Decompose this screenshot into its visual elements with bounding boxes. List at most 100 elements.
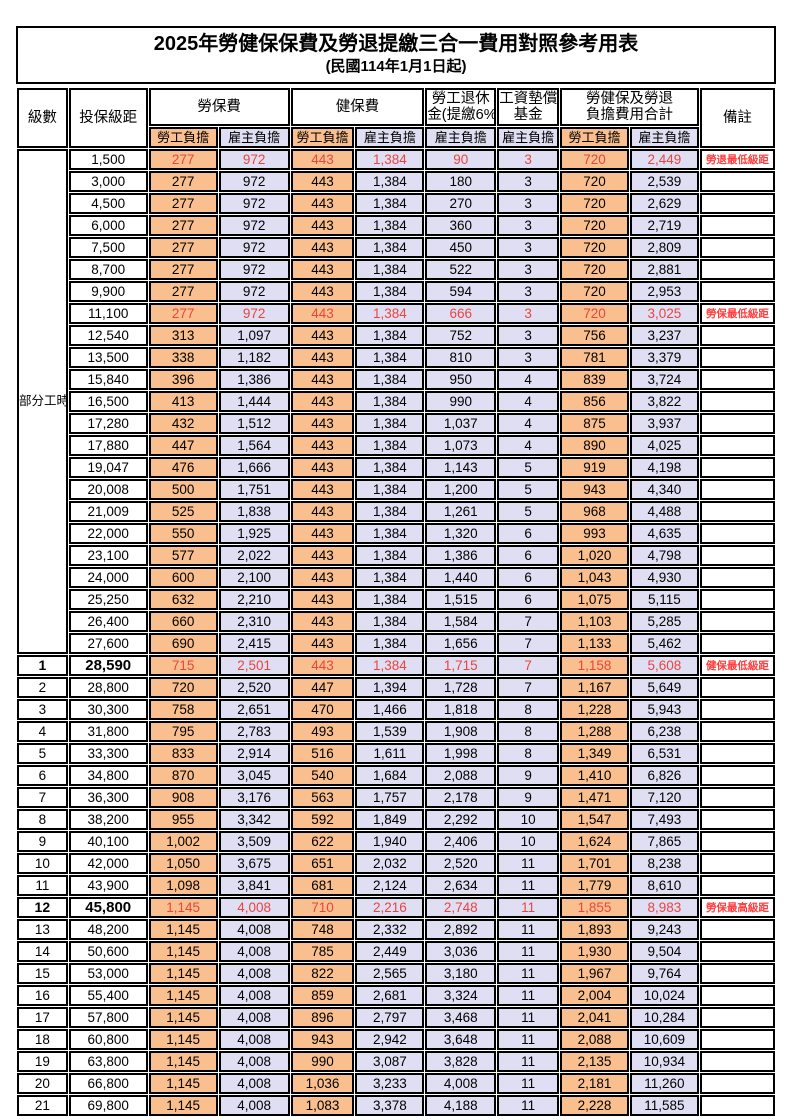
cell-total-employer: 2,629 (629, 193, 699, 214)
cell-health-employee: 822 (290, 963, 355, 984)
cell-health-employee: 443 (290, 391, 355, 412)
cell-total-employer: 11,585 (629, 1095, 699, 1116)
cell-total-employer: 5,649 (629, 677, 699, 698)
cell-health-employer: 1,384 (355, 435, 425, 456)
cell-labor-employee: 525 (148, 501, 218, 522)
cell-wage-fund-employer: 5 (497, 479, 560, 500)
cell-pension-employer: 752 (425, 325, 497, 346)
cell-bracket: 36,300 (68, 787, 148, 808)
cell-bracket: 28,590 (68, 655, 148, 676)
cell-total-employer: 4,635 (629, 523, 699, 544)
cell-health-employee: 443 (290, 457, 355, 478)
title-box: 2025年勞健保保費及勞退提繳三合一費用對照參考用表 (民國114年1月1日起) (16, 26, 776, 84)
cell-wage-fund-employer: 11 (497, 1007, 560, 1028)
cell-total-employer: 8,610 (629, 875, 699, 896)
table-row: 4,500 277 972 443 1,384 270 3 720 2,629 (17, 193, 775, 214)
cell-remark (699, 259, 775, 280)
cell-total-employee: 1,288 (560, 721, 629, 742)
header-health-insurance: 健保費 (290, 88, 425, 126)
cell-wage-fund-employer: 11 (497, 941, 560, 962)
cell-pension-employer: 2,088 (425, 765, 497, 786)
cell-bracket: 26,400 (68, 611, 148, 632)
cell-bracket: 24,000 (68, 567, 148, 588)
cell-health-employer: 1,394 (355, 677, 425, 698)
cell-total-employer: 6,238 (629, 721, 699, 742)
cell-labor-employee: 1,145 (148, 1095, 218, 1116)
cell-bracket: 16,500 (68, 391, 148, 412)
cell-remark (699, 787, 775, 808)
cell-remark (699, 567, 775, 588)
cell-wage-fund-employer: 11 (497, 985, 560, 1006)
cell-total-employer: 5,943 (629, 699, 699, 720)
cell-labor-employer: 972 (218, 259, 290, 280)
table-header: 級數 投保級距 勞保費 健保費 勞工退休 金(提繳6%) 工資墊償 基金 勞健保… (17, 88, 775, 148)
cell-wage-fund-employer: 3 (497, 149, 560, 170)
cell-labor-employee: 1,145 (148, 985, 218, 1006)
header-wage-fund: 工資墊償 基金 (497, 88, 560, 126)
table-row: 5 33,300 833 2,914 516 1,611 1,998 8 1,349 6,531 (17, 743, 775, 764)
cell-labor-employee: 277 (148, 193, 218, 214)
cell-wage-fund-employer: 4 (497, 413, 560, 434)
table-row: 15,840 396 1,386 443 1,384 950 4 839 3,724 (17, 369, 775, 390)
cell-total-employee: 968 (560, 501, 629, 522)
cell-labor-employer: 1,925 (218, 523, 290, 544)
cell-health-employee: 443 (290, 655, 355, 676)
cell-total-employee: 1,349 (560, 743, 629, 764)
cell-total-employee: 720 (560, 193, 629, 214)
cell-health-employee: 1,036 (290, 1073, 355, 1094)
cell-bracket: 4,500 (68, 193, 148, 214)
table-row: 23,100 577 2,022 443 1,384 1,386 6 1,020 4,798 (17, 545, 775, 566)
cell-health-employee: 493 (290, 721, 355, 742)
cell-health-employer: 1,384 (355, 611, 425, 632)
table-row: 11,100 277 972 443 1,384 666 3 720 3,025 勞保最低級距 (17, 303, 775, 324)
subheader-wage-fund-employer: 雇主負擔 (497, 127, 560, 148)
cell-total-employee: 1,855 (560, 897, 629, 918)
cell-level: 7 (17, 787, 68, 808)
cell-pension-employer: 2,520 (425, 853, 497, 874)
cell-labor-employer: 2,783 (218, 721, 290, 742)
cell-labor-employer: 972 (218, 215, 290, 236)
cell-health-employee: 540 (290, 765, 355, 786)
cell-bracket: 19,047 (68, 457, 148, 478)
cell-remark (699, 853, 775, 874)
cell-bracket: 48,200 (68, 919, 148, 940)
cell-bracket: 1,500 (68, 149, 148, 170)
cell-remark (699, 699, 775, 720)
cell-labor-employee: 955 (148, 809, 218, 830)
cell-labor-employer: 972 (218, 149, 290, 170)
cell-wage-fund-employer: 7 (497, 677, 560, 698)
cell-wage-fund-employer: 8 (497, 721, 560, 742)
cell-remark (699, 1095, 775, 1116)
cell-total-employer: 6,826 (629, 765, 699, 786)
table-row: 10 42,000 1,050 3,675 651 2,032 2,520 11 1,701 8,… (17, 853, 775, 874)
cell-total-employee: 781 (560, 347, 629, 368)
cell-labor-employer: 3,675 (218, 853, 290, 874)
table-row: 7 36,300 908 3,176 563 1,757 2,178 9 1,471 7,120 (17, 787, 775, 808)
table-row: 18 60,800 1,145 4,008 943 2,942 3,648 11 2,088 10… (17, 1029, 775, 1050)
cell-total-employer: 9,504 (629, 941, 699, 962)
cell-labor-employer: 1,751 (218, 479, 290, 500)
cell-bracket: 20,008 (68, 479, 148, 500)
table-row: 26,400 660 2,310 443 1,384 1,584 7 1,103 5,285 (17, 611, 775, 632)
cell-health-employee: 443 (290, 193, 355, 214)
cell-total-employee: 1,228 (560, 699, 629, 720)
cell-bracket: 23,100 (68, 545, 148, 566)
cell-remark (699, 1029, 775, 1050)
cell-wage-fund-employer: 6 (497, 545, 560, 566)
cell-total-employer: 7,120 (629, 787, 699, 808)
cell-remark (699, 611, 775, 632)
cell-remark (699, 369, 775, 390)
cell-bracket: 43,900 (68, 875, 148, 896)
cell-total-employee: 1,893 (560, 919, 629, 940)
table-row: 21,009 525 1,838 443 1,384 1,261 5 968 4,488 (17, 501, 775, 522)
cell-pension-employer: 1,656 (425, 633, 497, 654)
cell-total-employer: 5,608 (629, 655, 699, 676)
cell-health-employer: 1,384 (355, 457, 425, 478)
cell-level: 11 (17, 875, 68, 896)
cell-remark (699, 457, 775, 478)
cell-pension-employer: 2,406 (425, 831, 497, 852)
cell-total-employee: 1,547 (560, 809, 629, 830)
cell-health-employer: 1,849 (355, 809, 425, 830)
cell-total-employee: 2,228 (560, 1095, 629, 1116)
cell-wage-fund-employer: 3 (497, 281, 560, 302)
